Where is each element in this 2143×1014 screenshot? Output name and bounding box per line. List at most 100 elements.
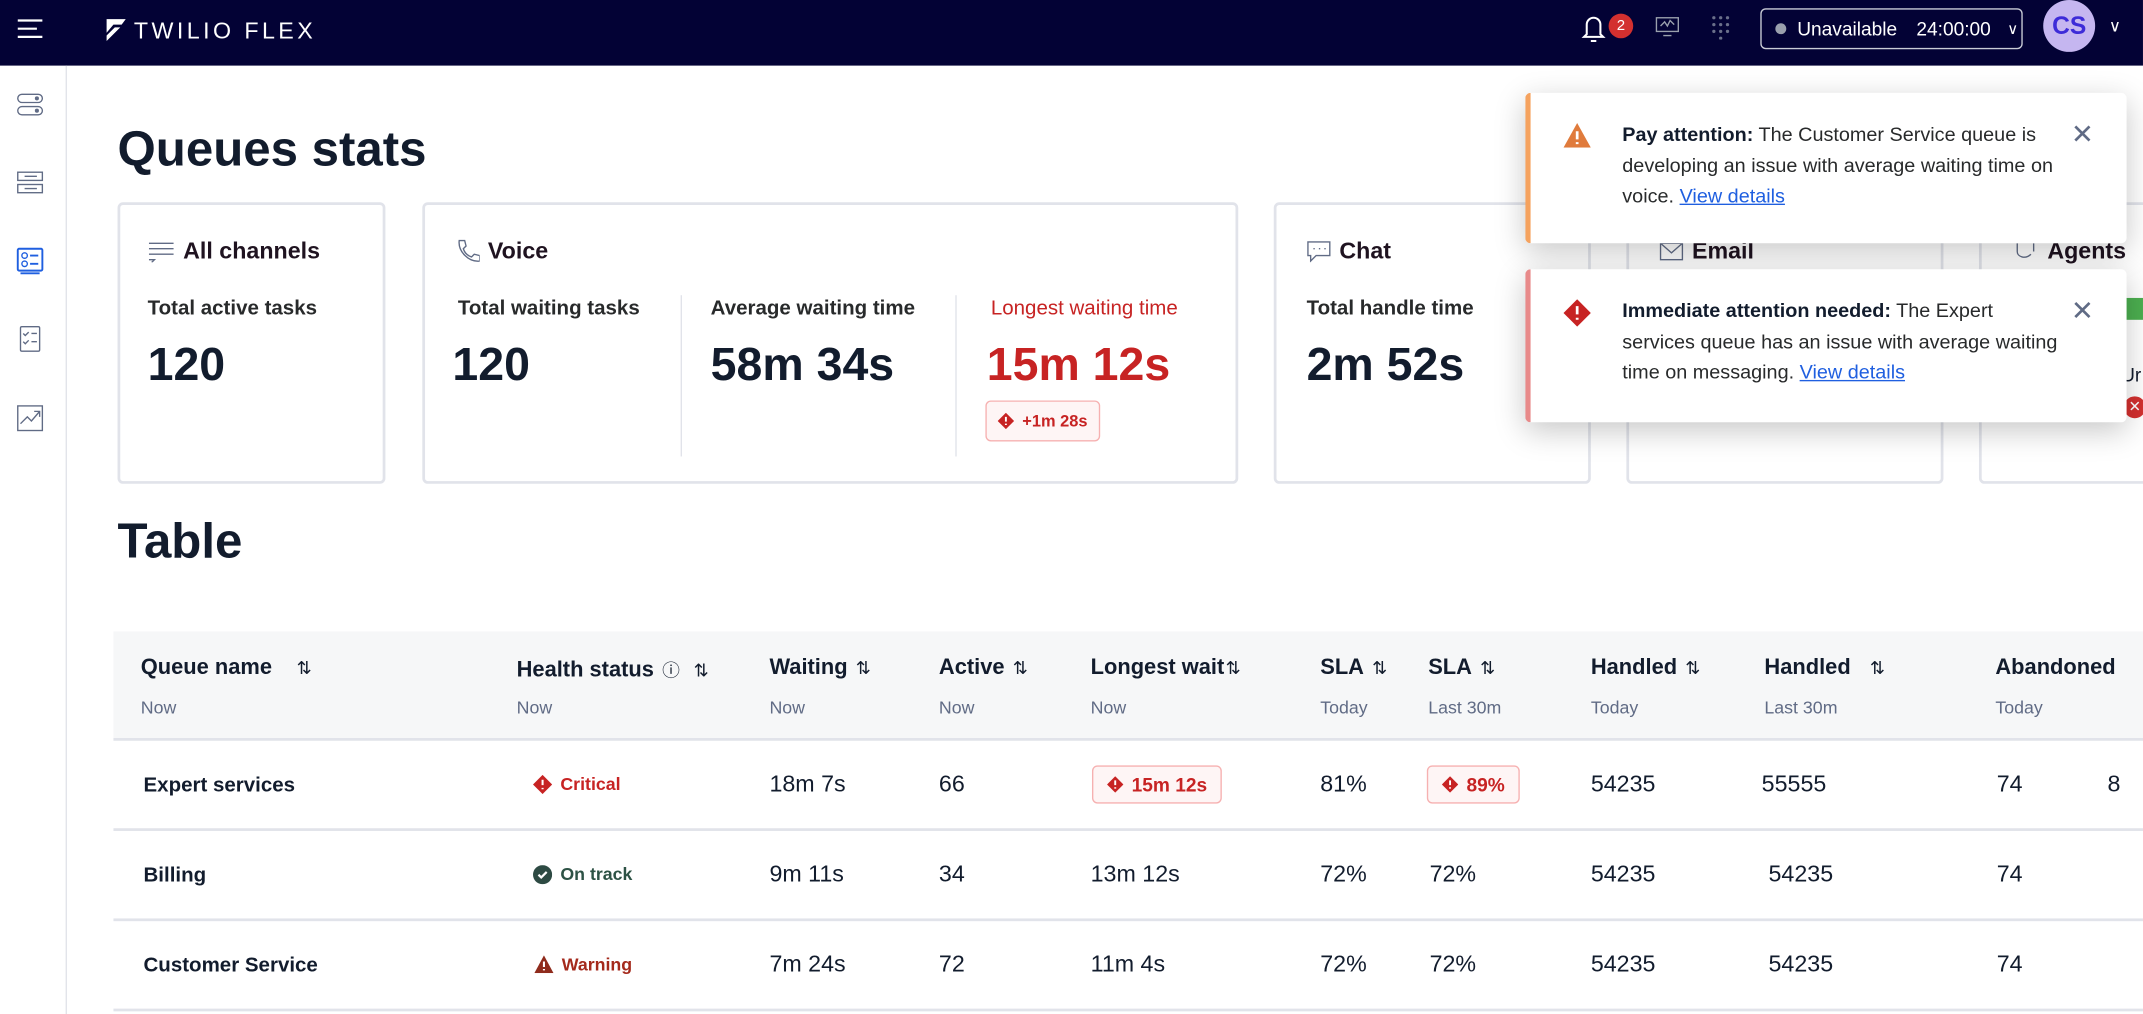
column-header-longest-wait[interactable]: Longest wait⇅ <box>1091 656 1241 681</box>
toast-warning: Pay attention: The Customer Service queu… <box>1525 92 2127 244</box>
agents-icon <box>2016 243 2035 258</box>
header-sub: Last 30m <box>1764 697 1838 718</box>
header-sub: Last 30m <box>1428 697 1502 718</box>
header-label: Queue name <box>140 656 273 680</box>
error-icon: ✕ <box>2123 396 2143 419</box>
hamburger-menu-icon[interactable] <box>16 18 43 40</box>
bell-icon[interactable] <box>1581 14 1606 44</box>
queue-stats-icon[interactable] <box>16 247 44 275</box>
toast-title: Immediate attention needed: <box>1622 300 1891 323</box>
waiting-value: 7m 24s <box>769 951 846 978</box>
close-icon[interactable]: ✕ <box>2070 296 2094 327</box>
divider <box>680 295 682 457</box>
sort-icon[interactable]: ⇅ <box>1685 657 1701 678</box>
column-header-handled-30m[interactable]: Handled ⇅ <box>1764 656 1884 681</box>
waiting-value: 9m 11s <box>769 861 844 887</box>
warning-icon <box>1563 123 1591 148</box>
metric-label: Average waiting time <box>710 296 916 320</box>
handled-today-value: 54235 <box>1590 770 1656 797</box>
column-header-handled-today[interactable]: Handled ⇅ <box>1591 656 1700 681</box>
queue-name[interactable]: Billing <box>143 863 207 887</box>
toggles-icon[interactable] <box>16 92 44 119</box>
metric-value: 15m 12s <box>986 338 1171 391</box>
toast-title: Pay attention: <box>1622 124 1754 147</box>
avatar-chevron-down-icon[interactable]: ∨ <box>2108 16 2121 36</box>
metric-value: 58m 34s <box>710 338 895 391</box>
longest-wait-value: 13m 12s <box>1090 861 1180 887</box>
header-label: Active <box>938 656 1005 680</box>
waiting-value: 18m 7s <box>769 770 846 797</box>
sla-30m-badge: 89% <box>1426 765 1520 804</box>
queues-icon[interactable] <box>16 169 44 196</box>
column-header-sla-today[interactable]: SLA ⇅ <box>1320 656 1387 681</box>
sort-icon[interactable]: ⇅ <box>693 660 709 681</box>
sort-icon[interactable]: ⇅ <box>1869 657 1885 678</box>
status-label: On track <box>560 863 633 885</box>
column-header-health-status[interactable]: Health status ⓘ ⇅ <box>517 656 709 683</box>
table-row[interactable]: Expert services Critical 18m 7s 66 15m 1… <box>113 741 2143 831</box>
table-header: Queue name ⇅ Now Health status ⓘ ⇅ Now Wait… <box>113 631 2143 741</box>
check-circle-icon <box>533 864 553 884</box>
top-bar: TWILIO FLEX 2 Unavailable 24:00:00 ∨ CS … <box>0 0 2143 66</box>
queue-name[interactable]: Customer Service <box>143 953 318 978</box>
header-sub: Now <box>140 697 177 718</box>
table-row[interactable]: Customer Service Warning 7m 24s 72 11m 4… <box>113 921 2143 1012</box>
header-label: Abandoned <box>1995 656 2116 680</box>
metric-label: Longest waiting time <box>990 296 1178 320</box>
header-sub: Today <box>1590 697 1639 718</box>
availability-dropdown[interactable]: Unavailable 24:00:00 ∨ <box>1760 8 2023 50</box>
sort-icon[interactable]: ⇅ <box>1372 657 1388 678</box>
info-icon[interactable]: ⓘ <box>662 660 680 681</box>
avatar[interactable]: CS <box>2043 0 2096 52</box>
header-label: Waiting <box>769 656 848 680</box>
active-value: 72 <box>938 951 965 978</box>
checklist-icon[interactable] <box>16 325 43 352</box>
card-title: Voice <box>487 237 549 264</box>
critical-icon <box>1563 299 1591 327</box>
status-label: Warning <box>561 953 633 975</box>
sort-icon[interactable]: ⇅ <box>1480 657 1496 678</box>
toast-message: Immediate attention needed: The Expert s… <box>1622 297 2059 389</box>
column-header-waiting[interactable]: Waiting ⇅ <box>769 656 870 681</box>
status-dot-icon <box>1775 23 1787 35</box>
analytics-icon[interactable] <box>16 405 44 432</box>
status-badge: Warning <box>534 953 633 975</box>
column-header-queue-name[interactable]: Queue name ⇅ <box>141 656 312 681</box>
column-header-active[interactable]: Active ⇅ <box>939 656 1028 681</box>
monitor-icon[interactable] <box>1655 16 1680 38</box>
abandoned-value: 74 <box>1996 770 2023 797</box>
card-voice: Voice Total waiting tasks 120 Average wa… <box>422 202 1239 484</box>
longest-wait-value: 11m 4s <box>1090 951 1166 978</box>
longest-wait-value: 15m 12s <box>1131 773 1208 796</box>
view-details-link[interactable]: View details <box>1799 362 1906 385</box>
queue-name[interactable]: Expert services <box>143 773 296 797</box>
handled-30m-value: 55555 <box>1761 770 1827 797</box>
header-label: Health status <box>516 658 654 682</box>
dialpad-icon[interactable] <box>1711 15 1730 40</box>
card-value: 2m 52s <box>1306 338 1465 391</box>
header-sub: Today <box>1995 697 2043 718</box>
header-sub: Today <box>1320 697 1368 718</box>
view-details-link[interactable]: View details <box>1679 185 1785 208</box>
sort-icon[interactable]: ⇅ <box>855 657 871 678</box>
sort-icon[interactable]: ⇅ <box>1012 657 1028 678</box>
close-icon[interactable]: ✕ <box>2070 120 2094 151</box>
status-label: Unavailable <box>1797 17 1898 40</box>
header-sub: Now <box>516 697 553 718</box>
warning-icon <box>534 955 554 974</box>
page-title: Queues stats <box>117 120 427 177</box>
sla-30m-value: 89% <box>1466 773 1505 796</box>
status-label: Critical <box>560 773 621 795</box>
divider <box>955 295 957 457</box>
channels-icon <box>148 242 174 263</box>
header-sub: Now <box>1090 697 1127 718</box>
critical-icon <box>533 774 553 794</box>
column-header-abandoned[interactable]: Abandoned <box>1995 656 2115 681</box>
sort-icon[interactable]: ⇅ <box>1225 657 1241 678</box>
sort-icon[interactable]: ⇅ <box>296 657 312 678</box>
table-row[interactable]: Billing On track 9m 11s 34 13m 12s 72% 7… <box>113 831 2143 922</box>
column-header-sla-30m[interactable]: SLA ⇅ <box>1428 656 1495 681</box>
toast-body: The Expert services queue has an issue w… <box>1622 300 2058 385</box>
sla-30m-value: 72% <box>1429 861 1477 887</box>
